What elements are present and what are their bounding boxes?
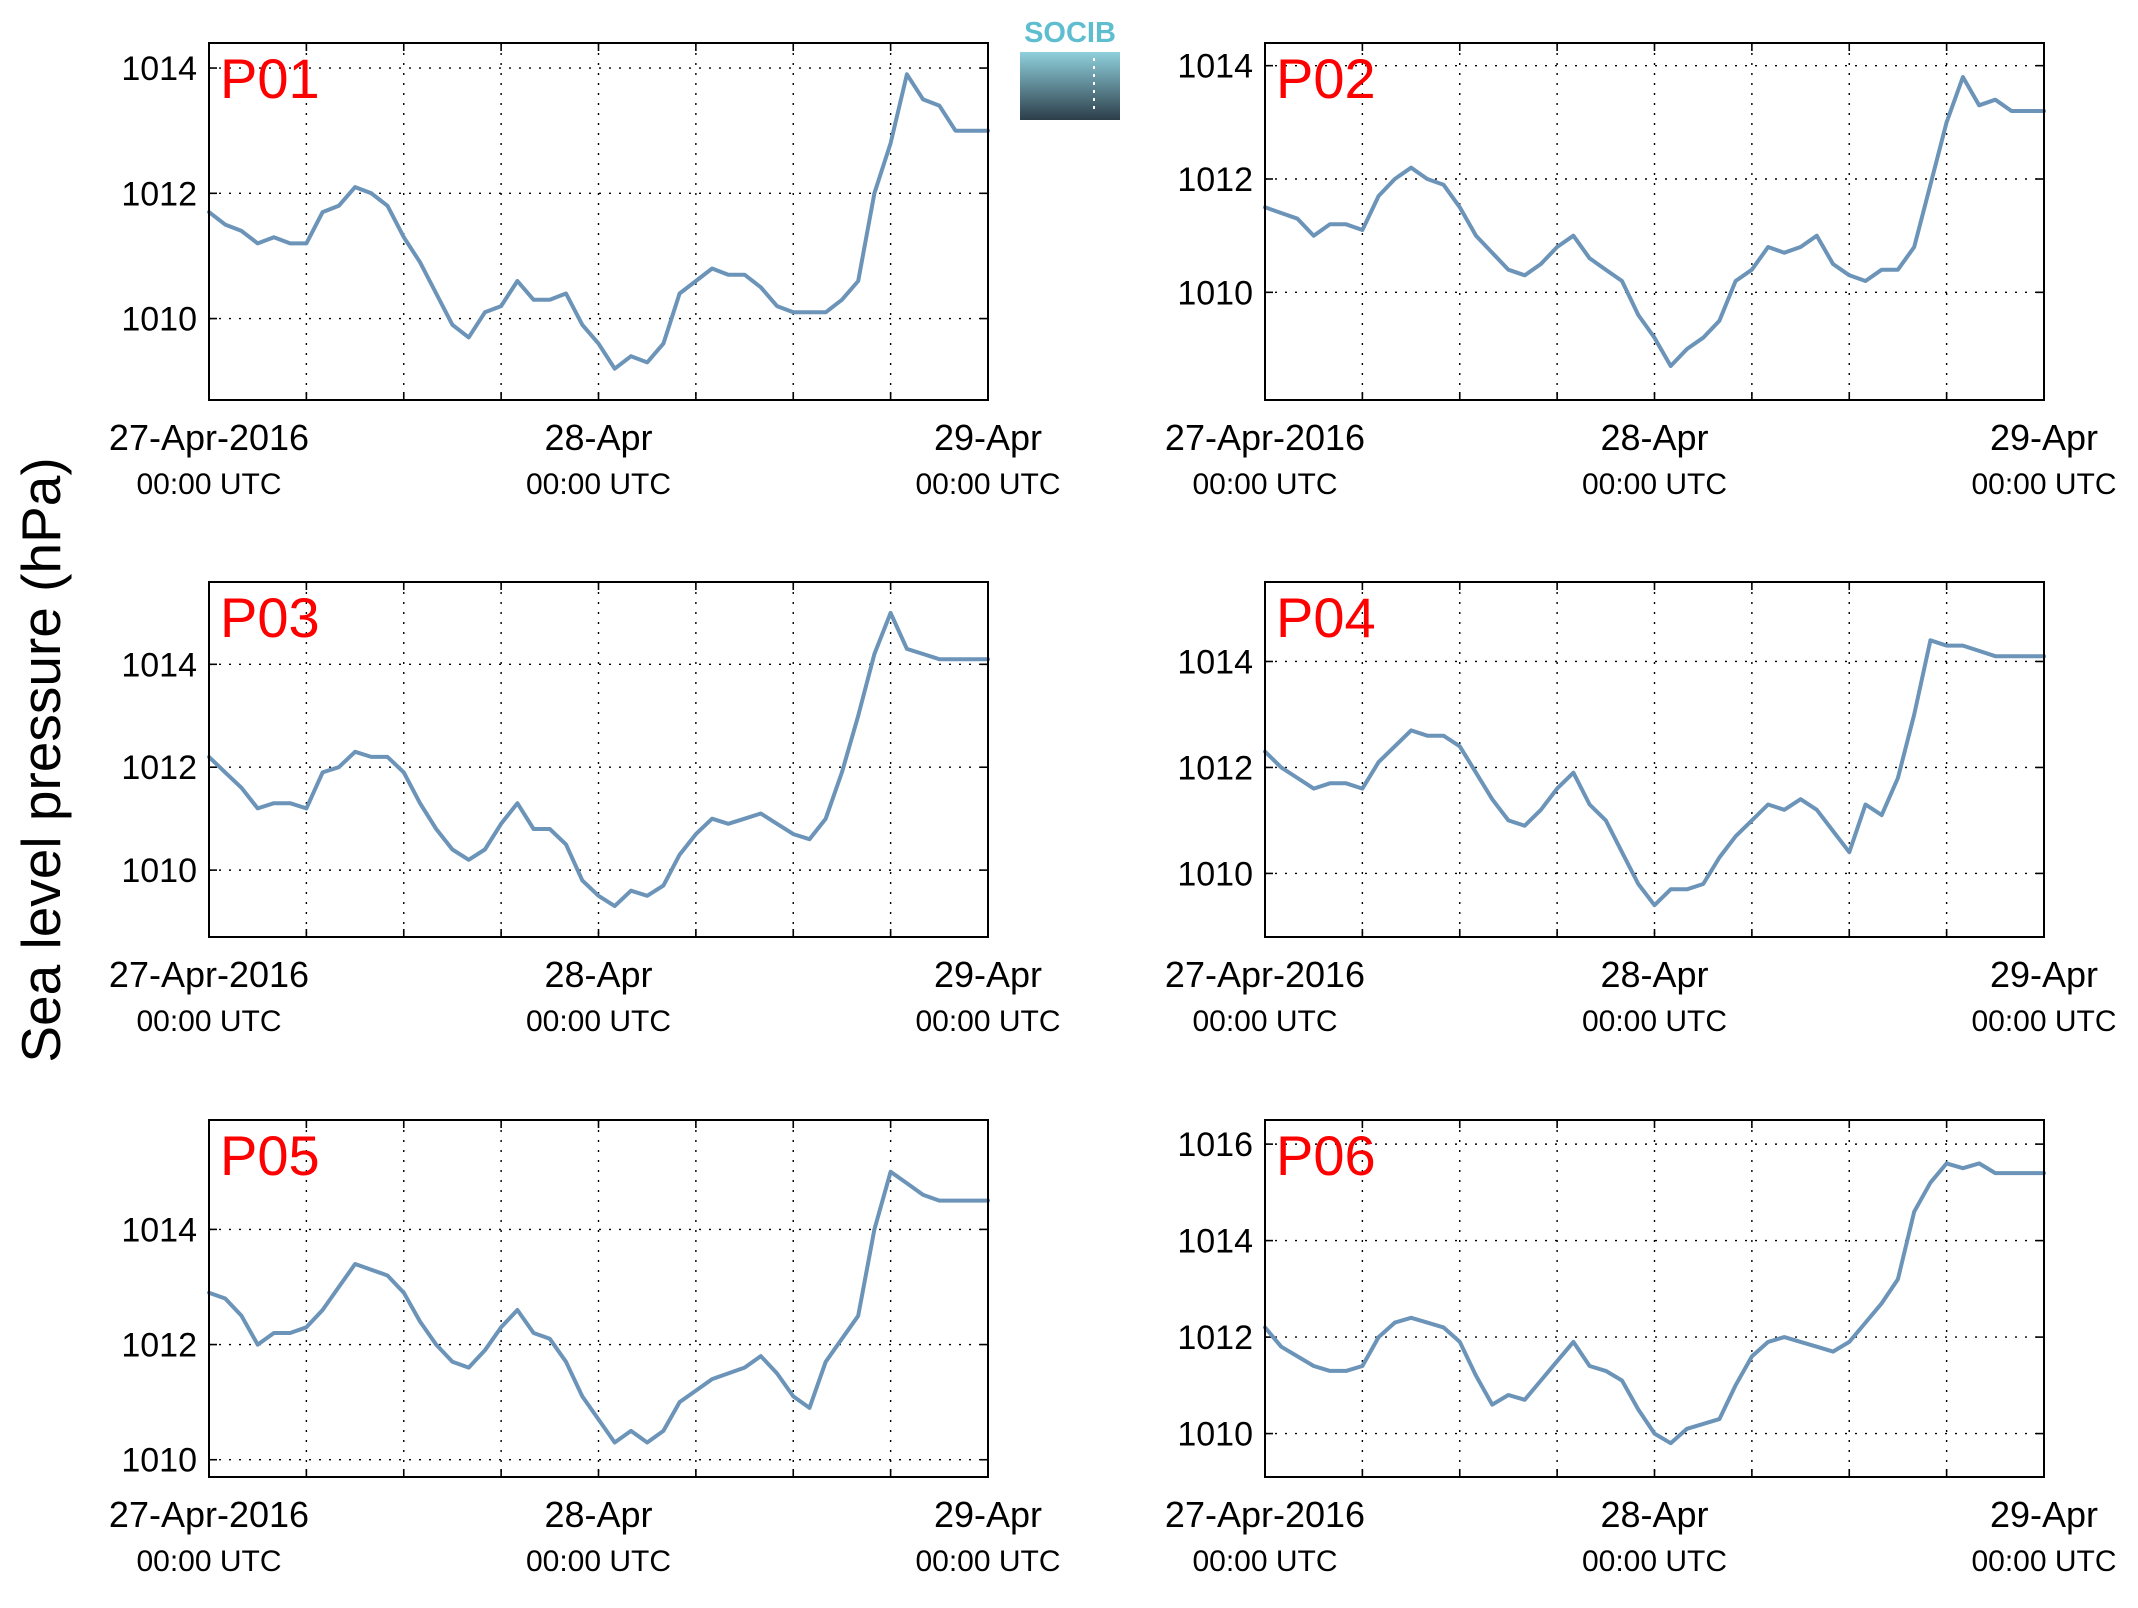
x-tick-label-date: 27-Apr-2016 <box>109 417 309 458</box>
series-line-p02 <box>1263 75 2046 368</box>
x-tick-label-time: 00:00 UTC <box>1582 1545 1727 1578</box>
y-tick-label: 1010 <box>121 301 197 339</box>
y-tick-label: 1016 <box>1177 1126 1253 1164</box>
logo-text: SOCIB <box>1024 17 1116 49</box>
x-tick-label-time: 00:00 UTC <box>915 1545 1060 1578</box>
x-tick-label-time: 00:00 UTC <box>915 1005 1060 1038</box>
panel-p02: 1010 1012 1014 27-Apr-2016 00:00 UTC 28-Apr 00… <box>1165 42 2117 501</box>
x-tick-label-date: 29-Apr <box>1990 417 2098 458</box>
x-tick-label-date: 27-Apr-2016 <box>109 1494 309 1535</box>
panel-title-p06: P06 <box>1276 1124 1376 1187</box>
x-tick-label-time: 00:00 UTC <box>136 1545 281 1578</box>
x-tick-label-date: 28-Apr <box>1600 954 1708 995</box>
panel-p04: 1010 1012 1014 27-Apr-2016 00:00 UTC 28-Apr 00… <box>1165 581 2117 1038</box>
x-tick-label-time: 00:00 UTC <box>1971 1545 2116 1578</box>
x-tick-label-date: 28-Apr <box>1600 417 1708 458</box>
series-line-p05 <box>207 1169 990 1445</box>
y-tick-label: 1012 <box>1177 749 1253 787</box>
y-tick-label: 1014 <box>1177 643 1253 681</box>
x-tick-label-time: 00:00 UTC <box>1971 468 2116 501</box>
x-tick-label-time: 00:00 UTC <box>136 468 281 501</box>
socib-logo: SOCIB <box>1020 17 1120 120</box>
x-tick-label-date: 27-Apr-2016 <box>1165 1494 1365 1535</box>
panel-title-p03: P03 <box>220 586 320 649</box>
panels-container: 1010 1012 1014 27-Apr-2016 00:00 UTC 28-Apr 00… <box>109 42 2117 1578</box>
x-tick-label-date: 28-Apr <box>544 1494 652 1535</box>
series-line-p03 <box>207 610 990 909</box>
panel-title-p04: P04 <box>1276 586 1376 649</box>
x-tick-label-time: 00:00 UTC <box>1971 1005 2116 1038</box>
logo-block <box>1020 52 1120 120</box>
y-tick-label: 1014 <box>121 1211 197 1249</box>
x-tick-label-date: 29-Apr <box>934 954 1042 995</box>
panel-title-p05: P05 <box>220 1124 320 1187</box>
axes-frame <box>1264 1119 2045 1478</box>
axes-frame <box>208 1119 989 1478</box>
y-tick-label: 1010 <box>1177 1416 1253 1454</box>
panel-title-p01: P01 <box>220 47 320 110</box>
x-tick-label-date: 27-Apr-2016 <box>1165 417 1365 458</box>
y-axis-label: Sea level pressure (hPa) <box>10 457 72 1062</box>
y-tick-label: 1014 <box>1177 1223 1253 1261</box>
y-tick-label: 1010 <box>1177 855 1253 893</box>
series-line-p06 <box>1263 1161 2046 1446</box>
y-tick-label: 1014 <box>121 646 197 684</box>
x-tick-label-time: 00:00 UTC <box>1192 468 1337 501</box>
x-tick-label-date: 28-Apr <box>544 954 652 995</box>
axes-frame <box>1264 581 2045 938</box>
panel-p06: 1010 1012 1014 1016 27-Apr-2016 00:00 UTC 28-A… <box>1165 1119 2117 1578</box>
y-tick-label: 1012 <box>121 749 197 787</box>
y-tick-label: 1010 <box>1177 274 1253 312</box>
y-tick-label: 1012 <box>1177 161 1253 199</box>
axes-frame <box>1264 42 2045 401</box>
x-tick-label-date: 28-Apr <box>1600 1494 1708 1535</box>
axes-frame <box>208 42 989 401</box>
x-tick-label-time: 00:00 UTC <box>915 468 1060 501</box>
y-tick-label: 1010 <box>121 1442 197 1480</box>
y-tick-label: 1010 <box>121 852 197 890</box>
x-tick-label-time: 00:00 UTC <box>1582 468 1727 501</box>
x-tick-label-time: 00:00 UTC <box>1192 1545 1337 1578</box>
x-tick-label-date: 28-Apr <box>544 417 652 458</box>
y-tick-label: 1012 <box>1177 1319 1253 1357</box>
series-line-p04 <box>1263 638 2046 908</box>
panel-title-p02: P02 <box>1276 47 1376 110</box>
x-tick-label-time: 00:00 UTC <box>1582 1005 1727 1038</box>
x-tick-label-date: 29-Apr <box>934 417 1042 458</box>
x-tick-label-date: 29-Apr <box>1990 1494 2098 1535</box>
x-tick-label-time: 00:00 UTC <box>526 1005 671 1038</box>
x-tick-label-date: 29-Apr <box>1990 954 2098 995</box>
panel-p03: 1010 1012 1014 27-Apr-2016 00:00 UTC 28-Apr 00… <box>109 581 1061 1038</box>
y-tick-label: 1014 <box>121 50 197 88</box>
y-tick-label: 1014 <box>1177 48 1253 86</box>
x-tick-label-time: 00:00 UTC <box>136 1005 281 1038</box>
y-tick-label: 1012 <box>121 175 197 213</box>
x-tick-label-date: 27-Apr-2016 <box>109 954 309 995</box>
y-tick-label: 1012 <box>121 1327 197 1365</box>
panel-p01: 1010 1012 1014 27-Apr-2016 00:00 UTC 28-Apr 00… <box>109 42 1061 501</box>
x-tick-label-date: 29-Apr <box>934 1494 1042 1535</box>
series-line-p01 <box>207 72 990 371</box>
axes-frame <box>208 581 989 938</box>
x-tick-label-time: 00:00 UTC <box>1192 1005 1337 1038</box>
x-tick-label-time: 00:00 UTC <box>526 468 671 501</box>
panel-p05: 1010 1012 1014 27-Apr-2016 00:00 UTC 28-Apr 00… <box>109 1119 1061 1578</box>
x-tick-label-date: 27-Apr-2016 <box>1165 954 1365 995</box>
x-tick-label-time: 00:00 UTC <box>526 1545 671 1578</box>
